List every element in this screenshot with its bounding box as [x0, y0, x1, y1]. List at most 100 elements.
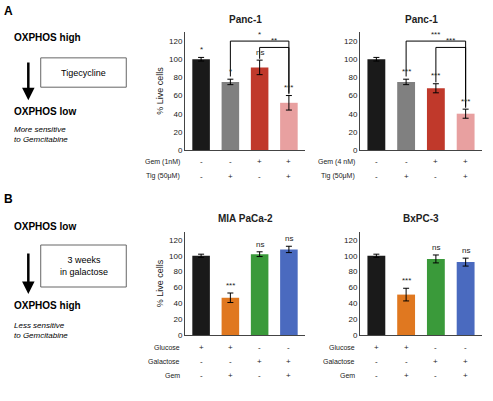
svg-text:OXPHOS high: OXPHOS high	[14, 300, 81, 311]
svg-text:100: 100	[344, 55, 358, 64]
svg-text:***: ***	[461, 97, 470, 106]
svg-text:-: -	[375, 157, 378, 166]
svg-text:0: 0	[178, 331, 183, 340]
svg-text:Gem (1nM): Gem (1nM)	[145, 158, 180, 166]
svg-text:-: -	[434, 172, 437, 181]
svg-text:Panc-1: Panc-1	[229, 14, 262, 25]
svg-text:OXPHOS low: OXPHOS low	[14, 106, 76, 117]
svg-text:Gem: Gem	[165, 372, 180, 379]
svg-text:80: 80	[348, 73, 357, 82]
svg-text:+: +	[463, 172, 468, 181]
svg-text:-: -	[258, 371, 261, 380]
svg-text:-: -	[200, 371, 203, 380]
svg-text:20: 20	[348, 128, 357, 137]
svg-text:60: 60	[173, 91, 182, 100]
svg-text:120: 120	[344, 236, 358, 245]
svg-text:+: +	[404, 172, 409, 181]
svg-text:Galactose: Galactose	[148, 358, 180, 365]
svg-text:+: +	[404, 371, 409, 380]
svg-text:***: ***	[402, 276, 411, 285]
svg-text:-: -	[405, 357, 408, 366]
svg-text:A: A	[4, 4, 13, 18]
svg-text:ns: ns	[285, 234, 293, 243]
svg-text:+: +	[257, 157, 262, 166]
svg-text:Tig (50μM): Tig (50μM)	[146, 172, 180, 180]
svg-text:-: -	[434, 343, 437, 352]
svg-text:+: +	[463, 157, 468, 166]
svg-text:40: 40	[348, 299, 357, 308]
svg-text:-: -	[229, 357, 232, 366]
svg-text:OXPHOS low: OXPHOS low	[14, 221, 76, 232]
svg-text:Glucose: Glucose	[154, 344, 180, 351]
svg-text:ns: ns	[462, 246, 470, 255]
svg-text:***: ***	[431, 71, 440, 80]
svg-text:60: 60	[348, 91, 357, 100]
svg-text:+: +	[374, 343, 379, 352]
svg-text:+: +	[199, 343, 204, 352]
svg-text:-: -	[200, 172, 203, 181]
svg-text:Gem: Gem	[340, 372, 355, 379]
svg-text:+: +	[228, 172, 233, 181]
svg-text:B: B	[4, 192, 13, 206]
svg-text:20: 20	[173, 128, 182, 137]
svg-text:ns: ns	[256, 240, 264, 249]
svg-text:0: 0	[353, 331, 358, 340]
svg-text:40: 40	[173, 109, 182, 118]
svg-text:80: 80	[173, 73, 182, 82]
svg-text:+: +	[463, 357, 468, 366]
svg-text:+: +	[404, 343, 409, 352]
svg-text:***: ***	[431, 30, 440, 39]
svg-text:Less sensitiveto Gemcitabine: Less sensitiveto Gemcitabine	[14, 321, 68, 340]
svg-text:+: +	[286, 157, 291, 166]
svg-text:40: 40	[173, 299, 182, 308]
svg-text:+: +	[257, 357, 262, 366]
svg-text:MIA PaCa-2: MIA PaCa-2	[218, 213, 273, 224]
svg-text:0: 0	[353, 146, 358, 155]
svg-text:-: -	[434, 371, 437, 380]
svg-text:+: +	[433, 157, 438, 166]
svg-text:ns: ns	[432, 243, 440, 252]
svg-text:ns: ns	[256, 48, 264, 57]
svg-text:-: -	[200, 357, 203, 366]
svg-text:**: **	[271, 36, 277, 45]
svg-text:Tigecycline: Tigecycline	[61, 68, 106, 78]
svg-text:***: ***	[446, 36, 455, 45]
svg-text:-: -	[375, 357, 378, 366]
svg-text:-: -	[375, 371, 378, 380]
svg-text:+: +	[286, 172, 291, 181]
svg-text:+: +	[228, 371, 233, 380]
svg-text:80: 80	[348, 267, 357, 276]
svg-text:Galactose: Galactose	[323, 358, 355, 365]
svg-text:40: 40	[348, 109, 357, 118]
svg-text:-: -	[258, 343, 261, 352]
svg-text:+: +	[286, 357, 291, 366]
svg-text:100: 100	[169, 55, 183, 64]
svg-text:Glucose: Glucose	[329, 344, 355, 351]
svg-text:More sensitiveto Gemcitabine: More sensitiveto Gemcitabine	[14, 125, 68, 144]
svg-text:0: 0	[178, 146, 183, 155]
svg-text:*: *	[258, 30, 261, 39]
svg-text:Tig (50μM): Tig (50μM)	[321, 172, 355, 180]
svg-text:Gem (4 nM): Gem (4 nM)	[318, 158, 355, 166]
svg-text:% Live cells: % Live cells	[155, 259, 165, 307]
svg-text:+: +	[433, 357, 438, 366]
svg-text:*: *	[229, 67, 232, 76]
svg-text:80: 80	[173, 267, 182, 276]
svg-text:+: +	[463, 371, 468, 380]
svg-text:120: 120	[169, 37, 183, 46]
svg-text:120: 120	[344, 37, 358, 46]
svg-text:120: 120	[169, 236, 183, 245]
svg-text:+: +	[286, 371, 291, 380]
svg-text:-: -	[200, 157, 203, 166]
svg-text:60: 60	[348, 283, 357, 292]
svg-text:20: 20	[173, 315, 182, 324]
svg-text:-: -	[287, 343, 290, 352]
svg-text:-: -	[258, 172, 261, 181]
svg-text:***: ***	[402, 67, 411, 76]
svg-text:BxPC-3: BxPC-3	[403, 213, 439, 224]
svg-text:-: -	[405, 157, 408, 166]
svg-text:-: -	[464, 343, 467, 352]
svg-text:3 weeksin galactose: 3 weeksin galactose	[60, 255, 108, 277]
svg-text:-: -	[229, 157, 232, 166]
svg-text:OXPHOS high: OXPHOS high	[14, 32, 81, 43]
